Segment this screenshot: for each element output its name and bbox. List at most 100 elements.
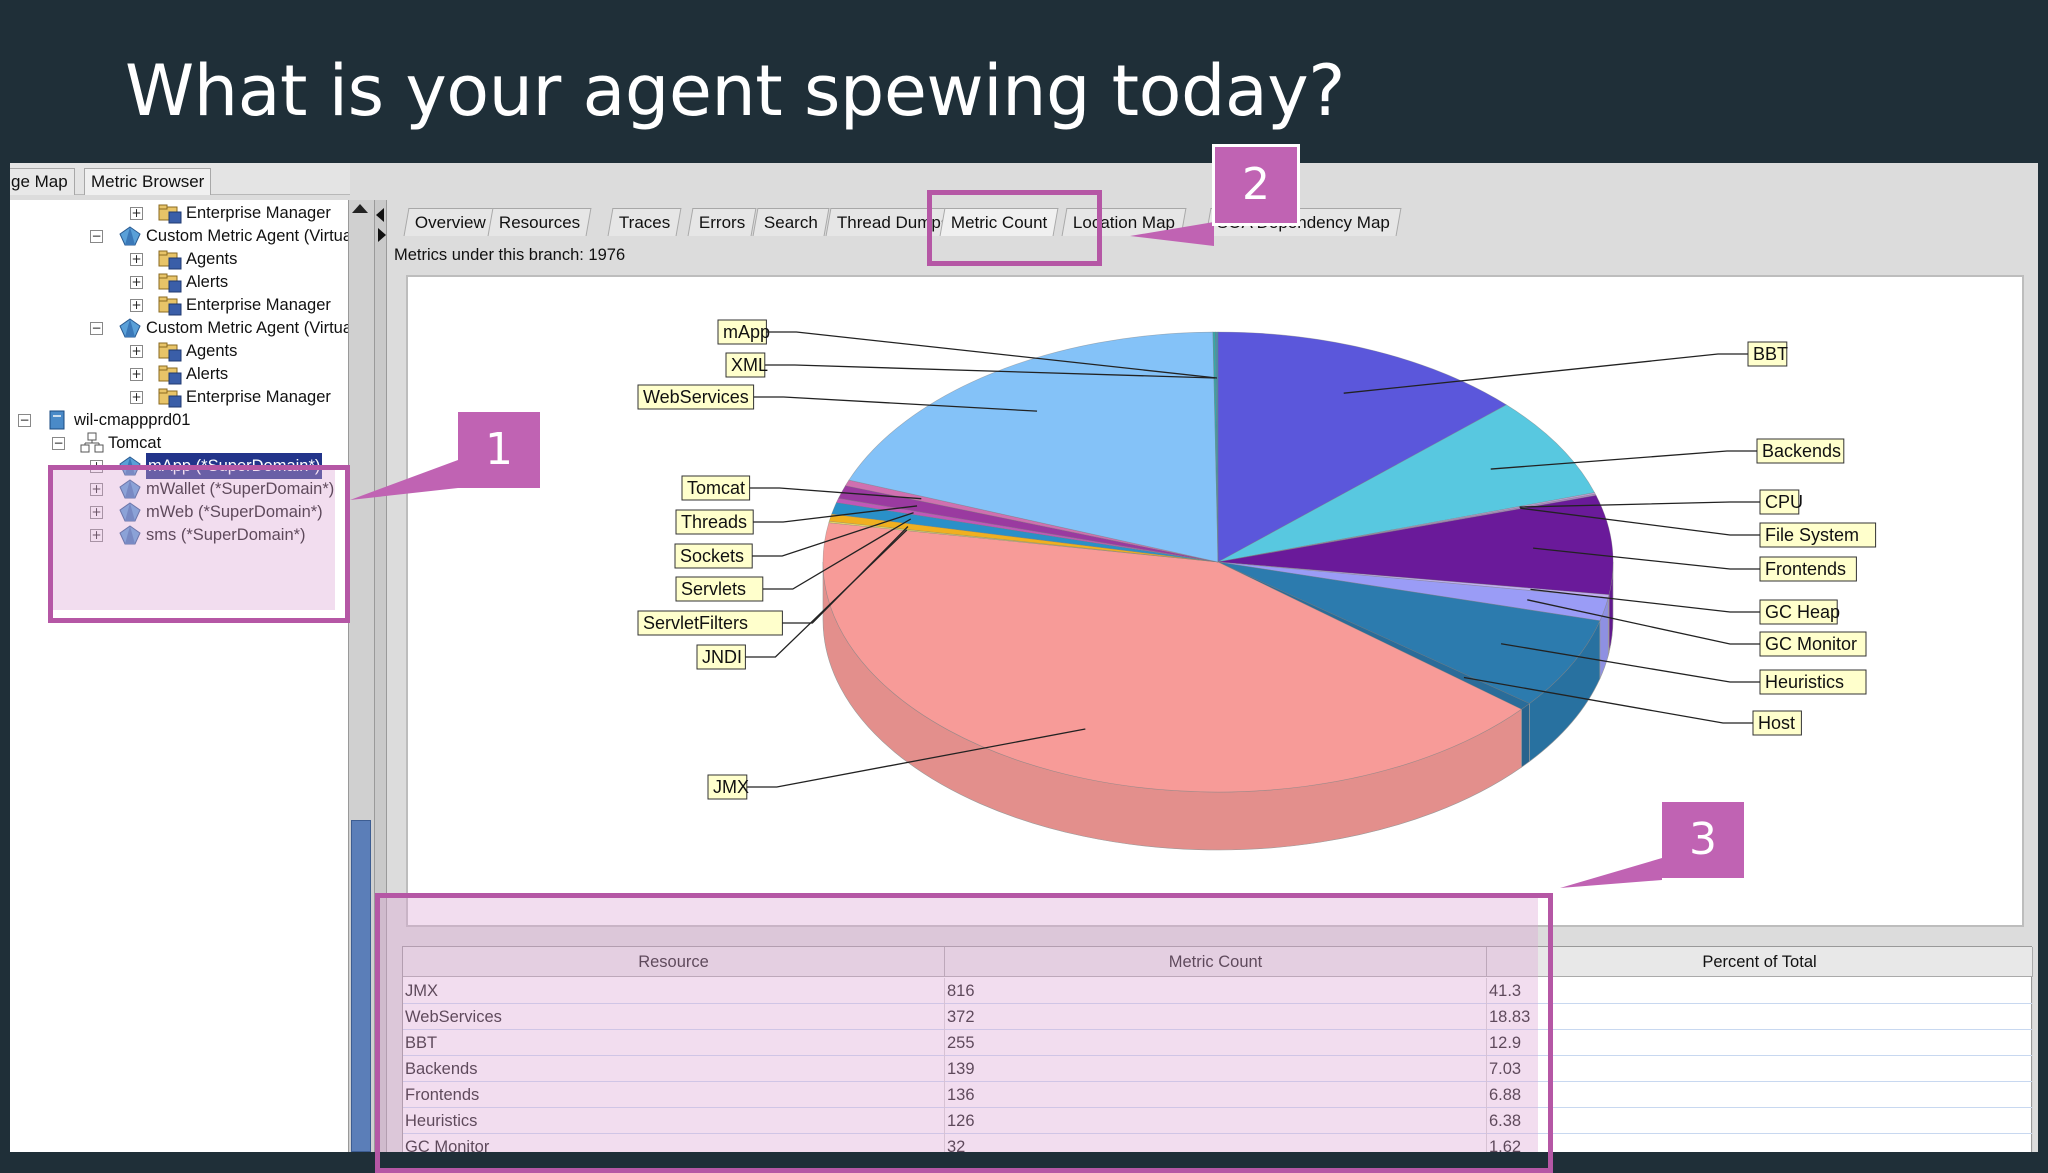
table-cell: GC Monitor	[403, 1134, 945, 1152]
pie-slice-label: GC Heap	[1765, 602, 1840, 622]
tree-node-label[interactable]: Alerts	[186, 273, 229, 291]
host-icon	[46, 409, 70, 431]
expand-icon[interactable]: +	[90, 528, 103, 542]
callout-1-box	[48, 465, 350, 623]
folder-icon	[158, 294, 182, 316]
expand-icon[interactable]: +	[90, 482, 103, 496]
expand-icon[interactable]: +	[90, 505, 103, 519]
table-cell: Frontends	[403, 1082, 945, 1108]
pie-leader-line	[1343, 353, 1748, 394]
tree-node-label[interactable]: Agents	[186, 250, 238, 268]
pie-chart: BBT Backends CPU File System Frontends GC Hea…	[637, 319, 1877, 851]
pie-label-box	[1747, 341, 1788, 367]
pie-slice-label: Heuristics	[1765, 672, 1844, 692]
pie-slice-label: File System	[1765, 525, 1859, 545]
pie-label-box	[675, 576, 764, 602]
tree-node-label[interactable]: Agents	[186, 342, 238, 360]
table-row[interactable]: BBT 255 12.9	[403, 1030, 2033, 1056]
table-cell: 41.3	[1487, 978, 2033, 1004]
pie-label-box	[1752, 710, 1802, 736]
pie-label-box	[681, 475, 751, 501]
expand-icon[interactable]: +	[130, 298, 143, 312]
callout-3-badge: 3	[1662, 802, 1744, 878]
metric-tree: + Enterprise Manager − Custom Metric Agent …	[10, 200, 352, 1152]
expand-icon[interactable]: +	[130, 206, 143, 220]
tab-map[interactable]: ge Map	[10, 168, 75, 195]
pie-leader-line	[766, 331, 1218, 379]
column-header[interactable]: Resource	[403, 947, 945, 977]
pie-label-box	[1759, 556, 1857, 582]
tree-node-label[interactable]: Enterprise Manager	[186, 204, 331, 222]
tree-node-label[interactable]: Custom Metric Agent (Virtua	[146, 227, 353, 245]
table-row[interactable]: Frontends 136 6.88	[403, 1082, 2033, 1108]
expand-icon[interactable]: +	[130, 367, 143, 381]
table-cell: 12.9	[1487, 1030, 2033, 1056]
folder-icon	[158, 386, 182, 408]
expand-icon[interactable]: +	[130, 275, 143, 289]
pie-slice-label: Tomcat	[687, 478, 745, 498]
tab-label: Traces	[618, 213, 671, 232]
tree-node-label[interactable]: Custom Metric Agent (Virtua	[146, 319, 353, 337]
scroll-up-icon[interactable]	[352, 204, 368, 213]
tree-node-label[interactable]: wil-cmappprd01	[74, 411, 191, 429]
pie-slice[interactable]	[1215, 331, 1219, 563]
pie-slice[interactable]	[1217, 404, 1596, 563]
agent-icon	[118, 501, 142, 523]
pie-slice-side	[1521, 702, 1530, 768]
tree-node-label[interactable]: Enterprise Manager	[186, 388, 331, 406]
expand-icon[interactable]: +	[130, 344, 143, 358]
tree-node-label[interactable]: sms (*SuperDomain*)	[146, 526, 306, 544]
pie-label-box	[674, 543, 753, 569]
tab-search[interactable]: Search	[752, 208, 830, 236]
pie-slice-label: Frontends	[1765, 559, 1846, 579]
pie-slice[interactable]	[848, 331, 1219, 563]
tab-resources[interactable]: Resources	[487, 208, 592, 236]
collapse-right-icon[interactable]	[378, 228, 386, 242]
tree-scrollbar[interactable]	[348, 200, 374, 1152]
left-tab-bar: ge Map Metric Browser	[10, 163, 350, 195]
tree-node-label[interactable]: mWeb (*SuperDomain*)	[146, 503, 323, 521]
tab-overview[interactable]: Overview	[403, 208, 498, 236]
expand-icon[interactable]: +	[130, 252, 143, 266]
table-row[interactable]: GC Monitor 32 1.62	[403, 1134, 2033, 1152]
collapse-icon[interactable]: −	[52, 436, 65, 450]
table-cell: 136	[945, 1082, 1487, 1108]
pie-slice[interactable]	[1217, 331, 1507, 563]
pie-leader-line	[749, 487, 922, 500]
tree-node-label[interactable]: Enterprise Manager	[186, 296, 331, 314]
column-header[interactable]: Metric Count	[945, 947, 1487, 977]
tab-metric-browser[interactable]: Metric Browser	[84, 168, 212, 195]
pie-slice-label: Backends	[1762, 441, 1841, 461]
table-row[interactable]: Heuristics 126 6.38	[403, 1108, 2033, 1134]
table-cell: 816	[945, 978, 1487, 1004]
agent-icon	[118, 524, 142, 546]
table-row[interactable]: WebServices 372 18.83	[403, 1004, 2033, 1030]
table-row[interactable]: Backends 139 7.03	[403, 1056, 2033, 1082]
folder-icon	[158, 271, 182, 293]
pie-leader-line	[782, 526, 909, 624]
collapse-icon[interactable]: −	[18, 413, 31, 427]
pie-slice[interactable]	[1217, 561, 1601, 704]
tab-errors[interactable]: Errors	[687, 208, 757, 236]
tab-label: Overview	[414, 213, 486, 232]
table-row[interactable]: JMX 816 41.3	[403, 978, 2033, 1004]
tab-traces[interactable]: Traces	[607, 208, 682, 236]
table-cell: 126	[945, 1108, 1487, 1134]
column-header[interactable]: Percent of Total	[1487, 947, 2033, 977]
collapse-left-icon[interactable]	[376, 208, 384, 222]
tree-node-label[interactable]: mWallet (*SuperDomain*)	[146, 480, 335, 498]
table-cell: 255	[945, 1030, 1487, 1056]
tree-node-label[interactable]: Alerts	[186, 365, 229, 383]
table-cell: BBT	[403, 1030, 945, 1056]
collapse-icon[interactable]: −	[90, 321, 103, 335]
tree-node-label[interactable]: Tomcat	[108, 434, 162, 452]
expand-icon[interactable]: +	[130, 390, 143, 404]
pie-slice-label: JMX	[713, 777, 749, 797]
scroll-thumb[interactable]	[351, 820, 371, 1152]
pie-slice[interactable]	[1217, 495, 1614, 596]
collapse-icon[interactable]: −	[90, 229, 103, 243]
pie-slice[interactable]	[822, 522, 1523, 793]
metrics-count-label: Metrics under this branch: 1976	[394, 246, 626, 264]
table-cell: WebServices	[403, 1004, 945, 1030]
callout-3-box	[375, 893, 1553, 1173]
